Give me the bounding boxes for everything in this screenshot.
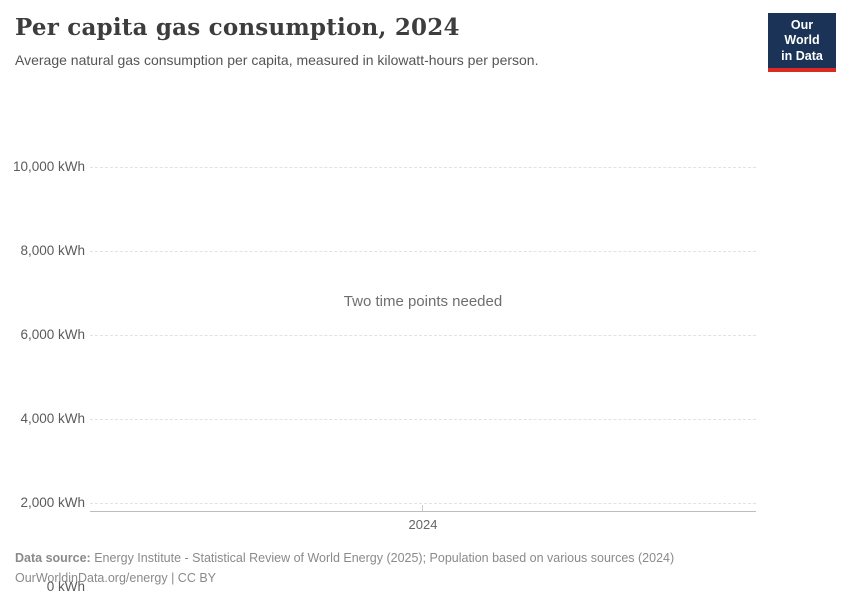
gridline-2000 — [90, 503, 756, 504]
footer-source-text: Energy Institute - Statistical Review of… — [90, 551, 675, 565]
gridline-4000 — [90, 419, 756, 420]
owid-logo-line2: in Data — [781, 48, 823, 63]
x-axis-tick-label: 2024 — [408, 517, 438, 532]
y-axis-tick-label: 10,000 kWh — [12, 159, 85, 174]
chart-subtitle: Average natural gas consumption per capi… — [15, 52, 539, 68]
footer-source-label: Data source: — [15, 551, 91, 565]
owid-logo[interactable]: Our World in Data — [768, 13, 836, 72]
y-axis-tick-label: 0 kWh — [46, 579, 85, 594]
y-axis-tick-label: 4,000 kWh — [20, 411, 85, 426]
gridline-6000 — [90, 335, 756, 336]
footer-license-line: OurWorldinData.org/energy | CC BY — [15, 571, 217, 585]
chart-footer: Data source: Energy Institute - Statisti… — [15, 548, 715, 588]
x-axis-line — [90, 511, 756, 512]
x-axis-tick-mark — [422, 505, 423, 511]
gridline-10000 — [90, 167, 756, 168]
y-axis-tick-label: 8,000 kWh — [20, 243, 85, 258]
chart-empty-message: Two time points needed — [343, 293, 503, 310]
plot-area: 10,000 kWh 8,000 kWh 6,000 kWh 4,000 kWh… — [0, 84, 850, 594]
footer-source-line: Data source: Energy Institute - Statisti… — [15, 548, 715, 568]
owid-logo-line1: Our World — [784, 18, 820, 48]
y-axis-tick-label: 6,000 kWh — [20, 327, 85, 342]
chart-title: Per capita gas consumption, 2024 — [15, 14, 460, 41]
y-axis-tick-label: 2,000 kWh — [20, 495, 85, 510]
gridline-8000 — [90, 251, 756, 252]
